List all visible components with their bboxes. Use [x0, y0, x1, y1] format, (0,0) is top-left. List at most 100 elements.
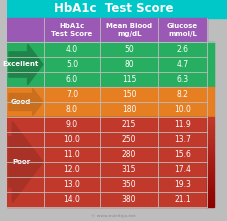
FancyBboxPatch shape — [206, 90, 213, 91]
Text: 6.0: 6.0 — [66, 75, 78, 84]
FancyBboxPatch shape — [44, 57, 100, 72]
FancyBboxPatch shape — [206, 141, 213, 144]
FancyBboxPatch shape — [206, 147, 213, 150]
FancyBboxPatch shape — [206, 112, 213, 114]
FancyBboxPatch shape — [206, 61, 213, 63]
Text: 17.4: 17.4 — [173, 165, 190, 174]
FancyBboxPatch shape — [206, 185, 213, 189]
FancyBboxPatch shape — [158, 177, 206, 192]
FancyBboxPatch shape — [100, 102, 158, 117]
FancyBboxPatch shape — [206, 53, 213, 55]
FancyBboxPatch shape — [206, 110, 213, 112]
FancyBboxPatch shape — [206, 59, 213, 61]
Text: Glucose
mmol/L: Glucose mmol/L — [166, 23, 197, 37]
FancyBboxPatch shape — [7, 117, 44, 132]
Text: 80: 80 — [124, 60, 133, 69]
FancyBboxPatch shape — [44, 87, 100, 102]
Text: 19.3: 19.3 — [173, 180, 190, 189]
Text: 180: 180 — [121, 105, 136, 114]
Polygon shape — [9, 44, 43, 85]
FancyBboxPatch shape — [206, 120, 213, 123]
FancyBboxPatch shape — [206, 91, 213, 92]
FancyBboxPatch shape — [206, 101, 213, 103]
FancyBboxPatch shape — [7, 57, 44, 72]
FancyBboxPatch shape — [206, 80, 213, 82]
Text: Good: Good — [11, 99, 31, 105]
FancyBboxPatch shape — [206, 198, 213, 201]
FancyBboxPatch shape — [7, 177, 44, 192]
FancyBboxPatch shape — [206, 74, 213, 76]
FancyBboxPatch shape — [7, 72, 44, 87]
Text: 8.2: 8.2 — [176, 90, 188, 99]
FancyBboxPatch shape — [206, 194, 213, 198]
Text: 4.7: 4.7 — [176, 60, 188, 69]
FancyBboxPatch shape — [206, 42, 213, 44]
FancyBboxPatch shape — [206, 84, 213, 86]
Text: 21.1: 21.1 — [173, 195, 190, 204]
FancyBboxPatch shape — [206, 156, 213, 159]
FancyBboxPatch shape — [206, 51, 213, 53]
FancyBboxPatch shape — [44, 42, 100, 57]
FancyBboxPatch shape — [206, 58, 213, 60]
FancyBboxPatch shape — [206, 170, 213, 174]
Text: 2.6: 2.6 — [176, 45, 188, 54]
FancyBboxPatch shape — [206, 143, 213, 147]
Text: 12.0: 12.0 — [63, 165, 80, 174]
Text: 7.0: 7.0 — [66, 90, 78, 99]
FancyBboxPatch shape — [44, 177, 100, 192]
FancyBboxPatch shape — [206, 72, 213, 74]
FancyBboxPatch shape — [206, 152, 213, 156]
FancyBboxPatch shape — [100, 192, 158, 207]
FancyBboxPatch shape — [206, 43, 213, 45]
FancyBboxPatch shape — [100, 147, 158, 162]
Text: 10.0: 10.0 — [173, 105, 190, 114]
FancyBboxPatch shape — [206, 204, 213, 207]
FancyBboxPatch shape — [206, 86, 213, 88]
FancyBboxPatch shape — [206, 49, 213, 51]
FancyBboxPatch shape — [206, 122, 213, 126]
FancyBboxPatch shape — [44, 162, 100, 177]
FancyBboxPatch shape — [206, 173, 213, 177]
FancyBboxPatch shape — [100, 87, 158, 102]
FancyBboxPatch shape — [206, 44, 213, 46]
Text: 9.0: 9.0 — [66, 120, 78, 129]
FancyBboxPatch shape — [100, 117, 158, 132]
FancyBboxPatch shape — [7, 132, 44, 147]
FancyBboxPatch shape — [158, 162, 206, 177]
FancyBboxPatch shape — [7, 102, 44, 117]
FancyBboxPatch shape — [158, 102, 206, 117]
FancyBboxPatch shape — [206, 93, 213, 95]
Text: 350: 350 — [121, 180, 136, 189]
FancyBboxPatch shape — [206, 183, 213, 186]
FancyBboxPatch shape — [44, 147, 100, 162]
FancyBboxPatch shape — [100, 132, 158, 147]
FancyBboxPatch shape — [158, 192, 206, 207]
FancyBboxPatch shape — [206, 200, 213, 204]
FancyBboxPatch shape — [7, 192, 44, 207]
Text: 13.7: 13.7 — [173, 135, 190, 144]
Text: 11.0: 11.0 — [63, 150, 80, 159]
Text: 8.0: 8.0 — [66, 105, 78, 114]
Text: 280: 280 — [121, 150, 136, 159]
FancyBboxPatch shape — [158, 132, 206, 147]
FancyBboxPatch shape — [206, 85, 213, 87]
FancyBboxPatch shape — [206, 116, 213, 120]
FancyBboxPatch shape — [206, 192, 213, 195]
FancyBboxPatch shape — [206, 79, 213, 81]
Text: 380: 380 — [121, 195, 136, 204]
FancyBboxPatch shape — [206, 82, 213, 84]
FancyBboxPatch shape — [7, 87, 44, 102]
FancyBboxPatch shape — [44, 18, 100, 42]
FancyBboxPatch shape — [206, 73, 213, 75]
FancyBboxPatch shape — [100, 162, 158, 177]
Text: 250: 250 — [121, 135, 136, 144]
FancyBboxPatch shape — [158, 42, 206, 57]
FancyBboxPatch shape — [158, 147, 206, 162]
Polygon shape — [9, 88, 43, 116]
FancyBboxPatch shape — [206, 95, 213, 97]
FancyBboxPatch shape — [206, 105, 213, 107]
Text: 215: 215 — [121, 120, 136, 129]
FancyBboxPatch shape — [206, 149, 213, 153]
Text: Mean Blood
mg/dL: Mean Blood mg/dL — [106, 23, 152, 37]
Text: © www.nutritiyo.net: © www.nutritiyo.net — [91, 214, 135, 218]
